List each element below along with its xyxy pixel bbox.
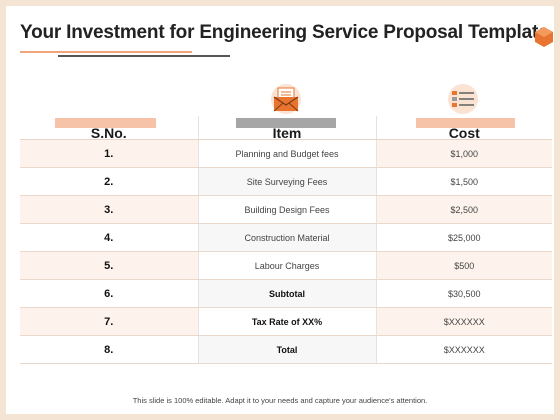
table-row: 1. Planning and Budget fees $1,000 [20, 139, 552, 168]
cell-sno: 1. [20, 139, 198, 168]
table-row: 4. Construction Material $25,000 [20, 223, 552, 252]
cell-sno: 3. [20, 195, 198, 224]
table-row: 2. Site Surveying Fees $1,500 [20, 167, 552, 196]
cell-sno: 8. [20, 335, 198, 364]
table-row: 7. Tax Rate of XX% $XXXXXX [20, 307, 552, 336]
table-row: 8. Total $XXXXXX [20, 335, 552, 364]
cell-cost: $XXXXXX [376, 335, 552, 364]
cell-sno: 7. [20, 307, 198, 336]
title-underline-dark [58, 55, 230, 57]
cell-sno: 5. [20, 251, 198, 280]
cell-item: Tax Rate of XX% [197, 307, 377, 336]
envelope-letter-icon [271, 84, 301, 114]
page-title: Your Investment for Engineering Service … [20, 22, 549, 43]
cell-sno: 6. [20, 279, 198, 308]
table-row: 5. Labour Charges $500 [20, 251, 552, 280]
cell-item: Building Design Fees [197, 195, 377, 224]
header-item: Item [197, 116, 377, 141]
cell-cost: $500 [376, 251, 552, 280]
table-header-row: S.No. Item Cost [20, 116, 552, 141]
cell-cost: $2,500 [376, 195, 552, 224]
cell-cost: $25,000 [376, 223, 552, 252]
investment-table: S.No. Item Cost 1. Planning and Budget f… [20, 116, 552, 364]
title-underline-accent [20, 51, 192, 53]
cell-item: Labour Charges [197, 251, 377, 280]
cell-cost: $1,500 [376, 167, 552, 196]
cell-cost: $XXXXXX [376, 307, 552, 336]
cell-cost: $30,500 [376, 279, 552, 308]
hexagon-icon [535, 27, 553, 47]
cell-sno: 4. [20, 223, 198, 252]
header-cost: Cost [376, 116, 552, 141]
checklist-icon [448, 84, 478, 114]
cell-item: Site Surveying Fees [197, 167, 377, 196]
cell-item: Total [197, 335, 377, 364]
cell-item: Planning and Budget fees [197, 139, 377, 168]
footer-note: This slide is 100% editable. Adapt it to… [132, 396, 428, 405]
table-row: 6. Subtotal $30,500 [20, 279, 552, 308]
cell-cost: $1,000 [376, 139, 552, 168]
slide: Your Investment for Engineering Service … [6, 6, 554, 414]
table-row: 3. Building Design Fees $2,500 [20, 195, 552, 224]
cell-item: Subtotal [197, 279, 377, 308]
cell-item: Construction Material [197, 223, 377, 252]
cell-sno: 2. [20, 167, 198, 196]
header-sno: S.No. [20, 116, 198, 141]
